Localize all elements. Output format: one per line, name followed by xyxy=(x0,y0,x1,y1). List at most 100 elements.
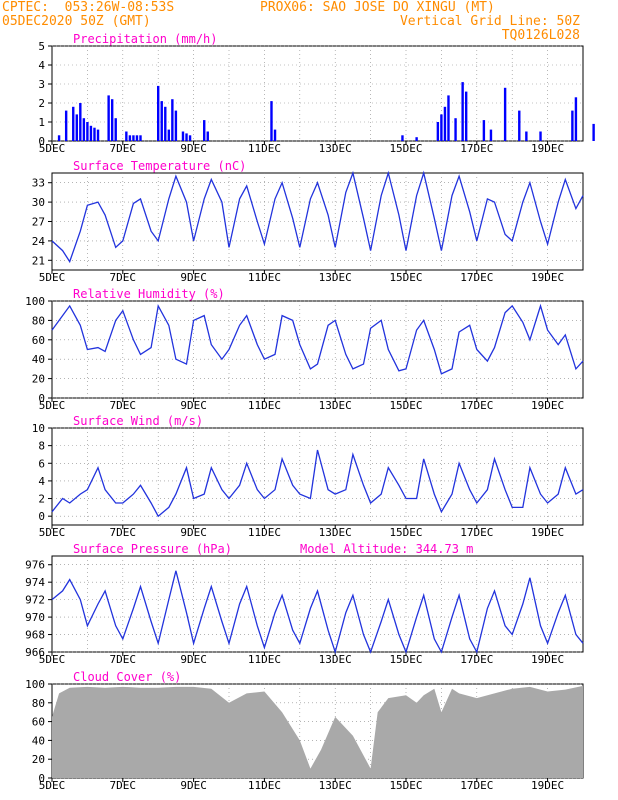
x-tick-label: 11DEC xyxy=(248,271,281,284)
y-tick-label: 4 xyxy=(38,59,45,72)
x-tick-label: 5DEC xyxy=(39,271,66,284)
x-tick-label: 17DEC xyxy=(460,271,493,284)
panel-title: Surface Wind (m/s) xyxy=(73,414,203,428)
y-tick-label: 80 xyxy=(32,697,45,710)
precip-bar xyxy=(273,129,277,141)
y-tick-label: 970 xyxy=(25,611,45,624)
x-tick-label: 13DEC xyxy=(319,526,352,539)
y-tick-label: 2 xyxy=(38,493,45,506)
x-tick-label: 13DEC xyxy=(319,779,352,792)
x-tick-label: 17DEC xyxy=(460,526,493,539)
precip-bar xyxy=(89,125,93,141)
precip-bar xyxy=(415,137,418,141)
x-tick-label: 17DEC xyxy=(460,142,493,155)
panel-title: Precipitation (mm/h) xyxy=(73,32,218,46)
series-line xyxy=(51,303,584,375)
station-coordinates: CPTEC: 053:26W-08:53S xyxy=(2,0,175,15)
chart-panel-2 xyxy=(48,170,584,274)
y-tick-label: 4 xyxy=(38,475,45,488)
vertical-grid-note: Vertical Grid Line: 50Z xyxy=(399,14,580,29)
y-tick-label: 24 xyxy=(32,235,46,248)
x-tick-label: 11DEC xyxy=(248,779,281,792)
precip-bar xyxy=(592,123,595,141)
precip-bar xyxy=(436,122,440,141)
y-tick-label: 27 xyxy=(32,216,45,229)
x-tick-label: 5DEC xyxy=(39,653,66,666)
chart-panel-1 xyxy=(48,45,595,145)
series-line xyxy=(51,449,584,518)
panel-title: Relative Humidity (%) xyxy=(73,287,225,301)
precip-bar xyxy=(72,106,75,141)
precip-bar xyxy=(401,135,404,141)
precip-bar xyxy=(160,101,163,141)
model-altitude-annotation: Model Altitude: 344.73 m xyxy=(300,542,473,556)
y-tick-label: 968 xyxy=(25,629,45,642)
precip-bar xyxy=(157,85,160,141)
precip-bar xyxy=(454,118,457,141)
y-tick-label: 0 xyxy=(38,510,45,523)
x-tick-label: 7DEC xyxy=(110,399,137,412)
y-tick-label: 0 xyxy=(38,135,45,148)
y-tick-label: 966 xyxy=(25,646,45,659)
precip-bar xyxy=(174,110,178,141)
x-tick-label: 17DEC xyxy=(460,779,493,792)
precip-bar xyxy=(135,135,139,141)
x-tick-label: 17DEC xyxy=(460,399,493,412)
x-tick-label: 19DEC xyxy=(531,271,564,284)
y-tick-label: 976 xyxy=(25,559,45,572)
x-tick-label: 9DEC xyxy=(180,653,207,666)
x-tick-label: 15DEC xyxy=(389,271,422,284)
x-tick-label: 19DEC xyxy=(531,526,564,539)
y-tick-label: 20 xyxy=(32,373,45,386)
x-tick-label: 15DEC xyxy=(389,399,422,412)
x-tick-label: 19DEC xyxy=(531,653,564,666)
run-date: 05DEC2020 50Z (GMT) xyxy=(2,14,151,29)
precip-bar xyxy=(96,129,100,141)
precip-bar xyxy=(114,118,117,141)
plot-frame xyxy=(51,172,584,271)
x-tick-label: 15DEC xyxy=(389,142,422,155)
x-tick-label: 7DEC xyxy=(110,526,137,539)
x-tick-label: 19DEC xyxy=(531,399,564,412)
precip-bar xyxy=(464,91,468,141)
x-tick-label: 15DEC xyxy=(389,779,422,792)
x-tick-label: 17DEC xyxy=(460,653,493,666)
x-tick-label: 15DEC xyxy=(389,526,422,539)
cloud-cover-area xyxy=(52,685,583,778)
y-tick-label: 2 xyxy=(38,97,45,110)
x-tick-label: 11DEC xyxy=(248,399,281,412)
y-tick-label: 0 xyxy=(38,772,45,785)
precip-bar xyxy=(574,97,578,141)
precip-bar xyxy=(206,131,209,141)
precip-bar xyxy=(82,118,86,141)
precip-bar xyxy=(107,95,110,141)
chart-panel-6 xyxy=(48,683,584,782)
x-tick-label: 11DEC xyxy=(248,142,281,155)
y-tick-label: 33 xyxy=(32,177,45,190)
precip-bar xyxy=(539,131,542,141)
precip-bar xyxy=(443,106,447,141)
x-tick-label: 13DEC xyxy=(319,399,352,412)
x-tick-label: 9DEC xyxy=(180,526,207,539)
x-tick-label: 5DEC xyxy=(39,142,66,155)
x-tick-label: 11DEC xyxy=(248,526,281,539)
precip-bar xyxy=(447,95,450,141)
y-tick-label: 80 xyxy=(32,314,45,327)
y-tick-label: 100 xyxy=(25,295,45,308)
x-tick-label: 7DEC xyxy=(110,271,137,284)
precip-bar xyxy=(139,135,142,141)
x-tick-label: 5DEC xyxy=(39,399,66,412)
y-tick-label: 30 xyxy=(32,196,45,209)
precip-bar xyxy=(503,87,507,141)
chart-panel-4 xyxy=(48,427,584,529)
x-tick-label: 7DEC xyxy=(110,779,137,792)
precip-bar xyxy=(203,120,206,141)
x-tick-label: 9DEC xyxy=(180,779,207,792)
precip-bar xyxy=(57,135,61,141)
precip-bar xyxy=(518,110,521,141)
y-tick-label: 40 xyxy=(32,353,45,366)
x-tick-label: 7DEC xyxy=(110,142,137,155)
y-tick-label: 974 xyxy=(25,576,45,589)
y-tick-label: 3 xyxy=(38,78,45,91)
